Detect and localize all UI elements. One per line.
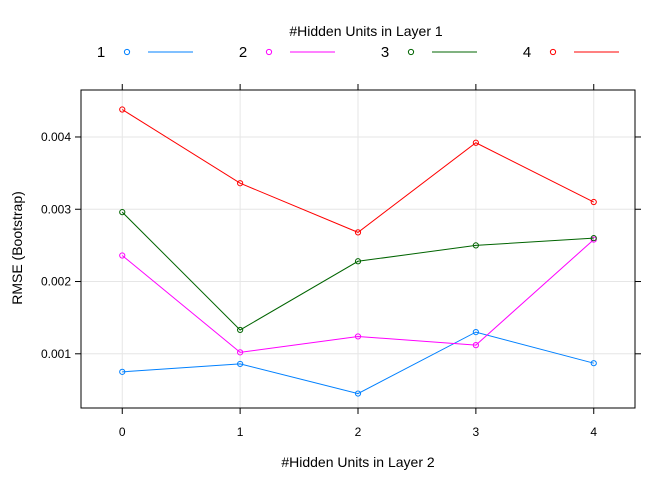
data-point — [237, 180, 244, 187]
x-axis-title: #Hidden Units in Layer 2 — [281, 454, 435, 470]
y-tick-label: 0.001 — [41, 347, 71, 361]
x-tick-label: 0 — [119, 425, 126, 439]
grid — [81, 90, 635, 408]
series-2 — [119, 236, 597, 356]
y-tick-label: 0.002 — [41, 275, 71, 289]
x-tick-label: 4 — [590, 425, 597, 439]
series-line-2 — [121, 239, 595, 353]
legend-label: 1 — [97, 44, 105, 61]
series-1 — [119, 329, 597, 397]
data-point — [119, 368, 126, 375]
data-point — [472, 329, 479, 336]
x-tick-label: 3 — [473, 425, 480, 439]
legend-marker — [549, 48, 557, 56]
y-tick-label: 0.004 — [41, 130, 71, 144]
x-tick-label: 1 — [237, 425, 244, 439]
data-point — [590, 360, 597, 367]
series-4 — [119, 106, 597, 236]
series-3 — [119, 209, 597, 334]
data-point — [119, 209, 126, 216]
data-point — [237, 349, 244, 356]
legend-marker — [265, 48, 273, 56]
data-point — [354, 390, 362, 397]
data-point — [119, 106, 126, 113]
legend-label: 3 — [381, 44, 389, 61]
legend-label: 4 — [523, 44, 531, 61]
legend-item-4: 4 — [523, 44, 619, 61]
legend-item-2: 2 — [239, 44, 335, 61]
series-line-3 — [121, 211, 594, 331]
legend-item-1: 1 — [97, 44, 193, 61]
y-tick-label: 0.003 — [41, 202, 71, 216]
data-point — [590, 198, 597, 206]
x-tick-label: 2 — [355, 425, 362, 439]
legend-marker — [123, 48, 131, 56]
series-line-4 — [121, 109, 594, 233]
data-point — [354, 229, 362, 236]
data-point — [472, 139, 479, 146]
data-point — [590, 235, 597, 242]
data-point — [354, 333, 362, 340]
data-point — [237, 360, 244, 368]
series-line-1 — [122, 331, 594, 395]
series-layer — [119, 106, 597, 397]
legend-marker — [407, 48, 415, 56]
data-point — [119, 252, 126, 259]
axes: 0 1 2 3 4 0.001 0.002 0.003 0.004 — [41, 84, 641, 439]
legend-label: 2 — [239, 44, 247, 61]
legend-title: #Hidden Units in Layer 1 — [289, 23, 443, 39]
y-axis-title: RMSE (Bootstrap) — [9, 191, 25, 305]
data-point — [472, 342, 479, 349]
data-point — [237, 326, 244, 334]
data-point — [354, 258, 362, 265]
legend-item-3: 3 — [381, 44, 477, 61]
legend: #Hidden Units in Layer 1 1 2 3 4 — [97, 23, 619, 61]
data-point — [472, 242, 479, 249]
